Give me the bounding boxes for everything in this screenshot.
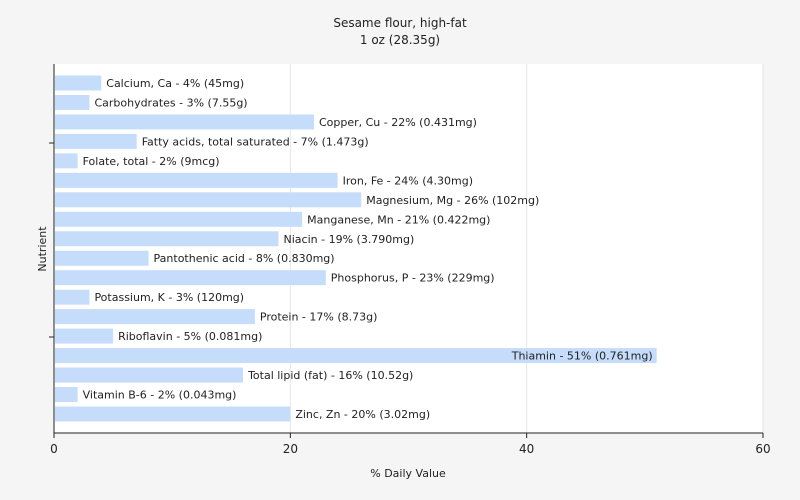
bar-label: Zinc, Zn - 20% (3.02mg) bbox=[295, 408, 430, 421]
x-axis-ticks: 0 20 40 60 bbox=[50, 433, 771, 456]
bar-label: Potassium, K - 3% (120mg) bbox=[94, 291, 244, 304]
bar bbox=[55, 289, 90, 305]
bar bbox=[55, 309, 255, 325]
bar bbox=[55, 250, 149, 266]
bar bbox=[55, 328, 114, 344]
bar bbox=[55, 75, 102, 91]
bar-label: Calcium, Ca - 4% (45mg) bbox=[106, 77, 244, 90]
x-tick-label: 0 bbox=[50, 442, 58, 456]
bar bbox=[55, 367, 244, 383]
bar-label: Fatty acids, total saturated - 7% (1.473… bbox=[142, 135, 369, 148]
bar-label: Copper, Cu - 22% (0.431mg) bbox=[319, 116, 477, 129]
bar-label: Manganese, Mn - 21% (0.422mg) bbox=[307, 213, 490, 226]
bar bbox=[55, 231, 279, 247]
bar bbox=[55, 270, 326, 286]
x-tick-label: 20 bbox=[283, 442, 298, 456]
bar-label: Total lipid (fat) - 16% (10.52g) bbox=[247, 369, 413, 382]
bar-label: Iron, Fe - 24% (4.30mg) bbox=[343, 174, 473, 187]
bar bbox=[55, 406, 291, 422]
bar-label: Niacin - 19% (3.790mg) bbox=[284, 233, 415, 246]
bar-label: Phosphorus, P - 23% (229mg) bbox=[331, 272, 495, 285]
bar-label: Riboflavin - 5% (0.081mg) bbox=[118, 330, 262, 343]
y-axis-label: Nutrient bbox=[36, 226, 49, 272]
x-tick-label: 60 bbox=[755, 442, 770, 456]
chart-title: Sesame flour, high-fat bbox=[333, 16, 467, 30]
bar bbox=[55, 133, 137, 149]
bars bbox=[55, 75, 657, 422]
bar-label: Folate, total - 2% (9mcg) bbox=[83, 155, 220, 168]
bar-labels: Calcium, Ca - 4% (45mg) Carbohydrates - 3… bbox=[83, 77, 653, 421]
chart-subtitle: 1 oz (28.35g) bbox=[360, 33, 440, 47]
bar bbox=[55, 153, 78, 169]
x-axis-label: % Daily Value bbox=[370, 467, 446, 480]
x-tick-label: 40 bbox=[519, 442, 534, 456]
bar bbox=[55, 94, 90, 110]
bar bbox=[55, 211, 303, 227]
bar-label: Thiamin - 51% (0.761mg) bbox=[511, 350, 653, 363]
bar-label: Vitamin B-6 - 2% (0.043mg) bbox=[83, 389, 237, 402]
bar bbox=[55, 348, 657, 364]
bar bbox=[55, 114, 314, 130]
bar bbox=[55, 192, 362, 208]
bar-label: Carbohydrates - 3% (7.55g) bbox=[94, 96, 247, 109]
bar-label: Magnesium, Mg - 26% (102mg) bbox=[366, 194, 539, 207]
bar bbox=[55, 172, 338, 188]
bar bbox=[55, 387, 78, 403]
bar-label: Pantothenic acid - 8% (0.830mg) bbox=[154, 252, 335, 265]
bar-label: Protein - 17% (8.73g) bbox=[260, 311, 378, 324]
